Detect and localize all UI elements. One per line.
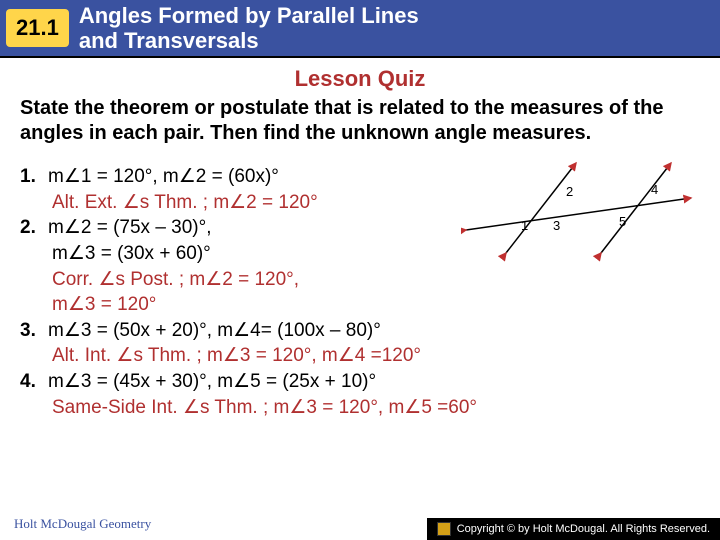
problem-given: m∠3 = (45x + 30)°, m∠5 = (25x + 10)° [48, 369, 376, 395]
problem-given: m∠3 = (50x + 20)°, m∠4= (100x – 80)° [48, 318, 381, 344]
lesson-number-badge: 21.1 [6, 9, 69, 47]
angle-label-4: 4 [651, 182, 658, 197]
copyright-bar: Copyright © by Holt McDougal. All Rights… [427, 518, 720, 540]
transversal-line [466, 198, 691, 230]
problem-number: 3. [20, 318, 48, 344]
header-bar: 21.1 Angles Formed by Parallel Lines and… [0, 0, 720, 58]
parallel-line-1 [506, 163, 576, 253]
angle-label-1: 1 [521, 218, 528, 233]
content-area: Lesson Quiz State the theorem or postula… [0, 58, 720, 420]
problem-number: 1. [20, 164, 48, 190]
angle-label-2: 2 [566, 184, 573, 199]
problem-number: 2. [20, 215, 48, 241]
publisher-text: Holt McDougal Geometry [14, 516, 151, 532]
quiz-title: Lesson Quiz [20, 66, 700, 92]
problem-given: m∠2 = (75x – 30)°, [48, 215, 212, 241]
problem-2-answer-a: Corr. ∠s Post. ; m∠2 = 120°, [20, 267, 700, 293]
publisher-logo-icon [437, 522, 451, 536]
lesson-title: Angles Formed by Parallel Lines and Tran… [79, 3, 419, 54]
problem-number: 4. [20, 369, 48, 395]
copyright-text: Copyright © by Holt McDougal. All Rights… [457, 523, 710, 535]
problem-4-answer: Same-Side Int. ∠s Thm. ; m∠3 = 120°, m∠5… [20, 395, 700, 421]
angle-label-3: 3 [553, 218, 560, 233]
problem-given: m∠1 = 120°, m∠2 = (60x)° [48, 164, 279, 190]
angle-label-5: 5 [619, 214, 626, 229]
problem-2-answer-b: m∠3 = 120° [20, 292, 700, 318]
problem-3-answer: Alt. Int. ∠s Thm. ; m∠3 = 120°, m∠4 =120… [20, 343, 700, 369]
instructions-text: State the theorem or postulate that is r… [20, 96, 700, 146]
problem-4: 4. m∠3 = (45x + 30)°, m∠5 = (25x + 10)° [20, 369, 700, 395]
title-line-2: and Transversals [79, 28, 259, 53]
problem-3: 3. m∠3 = (50x + 20)°, m∠4= (100x – 80)° [20, 318, 700, 344]
parallel-line-2 [601, 163, 671, 253]
title-line-1: Angles Formed by Parallel Lines [79, 3, 419, 28]
problems-block: 1 2 3 4 5 1. m∠1 = 120°, m∠2 = (60x)° Al… [20, 164, 700, 420]
parallel-lines-diagram: 1 2 3 4 5 [461, 158, 696, 268]
